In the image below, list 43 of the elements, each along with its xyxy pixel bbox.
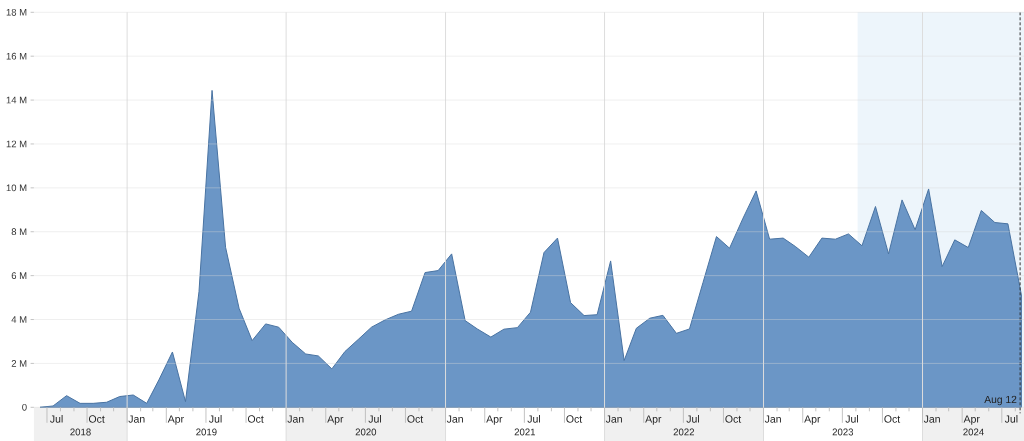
x-tick-label: Oct xyxy=(88,415,105,423)
x2-tick-label: 2020 xyxy=(355,428,377,436)
x-tick-label: Jan xyxy=(923,415,940,423)
x-tick-label: Jul xyxy=(368,414,381,423)
x2-tick-label: 2024 xyxy=(963,428,984,436)
x-tick-label: Apr xyxy=(963,415,980,425)
x2-tick-label: 2021 xyxy=(514,428,536,436)
x-tick-label: Jul xyxy=(527,414,540,423)
y-tick-label: 0 xyxy=(22,403,27,411)
x-tick-label: Jul xyxy=(686,414,699,423)
x-tick-label: Jan xyxy=(287,415,304,423)
x-tick-label: Oct xyxy=(247,415,264,423)
x2-tick-label: 2019 xyxy=(196,428,217,436)
y-tick-label: 14 M xyxy=(6,96,27,104)
ref-line-label: Aug 12 xyxy=(984,395,1017,406)
x-tick-label: Jul xyxy=(209,414,222,423)
y-tick-label: 16 M xyxy=(6,52,27,60)
x2-tick-label: 2023 xyxy=(832,428,854,436)
x-tick-label: Apr xyxy=(327,415,344,425)
x-tick-label: Apr xyxy=(167,415,184,425)
y-tick-label: 6 M xyxy=(11,272,27,279)
x-tick-label: Apr xyxy=(645,415,662,425)
x-tick-label: Jul xyxy=(845,414,858,423)
x-tick-label: Oct xyxy=(407,415,424,423)
x-tick-label: Jan xyxy=(605,415,622,423)
x-tick-label: Oct xyxy=(725,415,742,423)
x-tick-label: Oct xyxy=(884,415,901,423)
x-tick-label: Oct xyxy=(566,415,583,423)
y-tick-label: 12 M xyxy=(6,140,27,148)
x-tick-label: Jan xyxy=(128,415,145,423)
x-tick-label: Jul xyxy=(1004,414,1018,423)
x-tick-label: Jul xyxy=(50,414,63,423)
y-tick-label: 2 M xyxy=(11,360,27,367)
x-tick-label: Apr xyxy=(804,415,821,425)
x-tick-label: Apr xyxy=(486,415,503,425)
y-tick-label: 4 M xyxy=(11,316,27,323)
y-tick-label: 18 M xyxy=(6,8,27,16)
x-tick-label: Jan xyxy=(764,415,781,423)
x2-tick-label: 2022 xyxy=(673,428,695,436)
y-tick-label: 10 M xyxy=(6,184,27,192)
x2-tick-label: 2018 xyxy=(70,428,91,436)
y-tick-label: 8 M xyxy=(11,228,27,236)
x-tick-label: Jan xyxy=(446,415,463,423)
